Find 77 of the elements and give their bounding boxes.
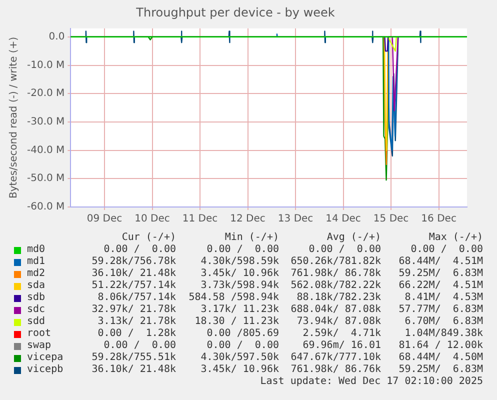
text: 68.44M/ 4.51M [398,256,483,267]
text: 66.22M/ 4.51M [398,280,483,291]
x-tick-label: 10 Dec [134,214,170,225]
text: 18.30 / 11.23k [194,316,279,327]
text: 59.25M/ 6.83M [398,268,483,279]
text: 0.00 / 0.00 [206,340,279,351]
text: 59.28k/755.51k [92,352,176,363]
text: 650.26k/781.82k [290,256,381,267]
legend-label: md2 [27,268,46,279]
text: 36.10k/ 21.48k [92,268,176,279]
y-axis-title: Bytes/second read (-) / write (+) [8,36,20,199]
legend-label: sdc [27,304,46,315]
text: Avg (-/+) [326,232,381,243]
legend-label: vicepb [27,364,64,375]
text: 3.73k/598.94k [200,280,279,291]
legend-label: md0 [27,244,46,255]
text: 3.17k/ 11.23k [200,304,279,315]
text: 647.67k/777.10k [290,352,381,363]
text: 0.00 / 1.28k [98,328,176,339]
text: Min (-/+) [224,232,279,243]
legend-label: md1 [27,256,46,267]
text: Last update: Wed Dec 17 02:10:00 2025 [260,376,483,387]
text: 6.70M/ 6.83M [404,316,483,327]
text: 1.04M/849.38k [404,328,483,339]
x-tick-label: 14 Dec [326,214,361,225]
text: 4.30k/597.50k [200,352,279,363]
legend-label: root [27,328,52,339]
text: 69.96m/ 16.01 [302,340,381,351]
text: 59.28k/756.78k [92,256,176,267]
text: 73.94k/ 87.08k [296,316,381,327]
text: 3.13k/ 21.78k [98,316,176,327]
x-tick-label: 13 Dec [278,214,314,225]
text: 584.58 /598.94k [188,292,279,303]
x-tick-label: 16 Dec [421,214,456,225]
text: 8.41M/ 4.53M [404,292,483,303]
legend-label: sdd [27,316,46,327]
y-tick-label: -50.0 M [26,173,65,184]
text: 57.77M/ 6.83M [398,304,483,315]
text: 8.06k/757.14k [98,292,176,303]
text: 0.00 / 0.00 [308,244,381,255]
text: 68.44M/ 4.50M [398,352,483,363]
text: 59.25M/ 6.83M [398,364,483,375]
chart-title: Throughput per device - by week [135,5,335,20]
text: 562.08k/782.22k [290,280,381,291]
text: 32.97k/ 21.78k [92,304,176,315]
legend-label: sdb [27,292,46,303]
x-tick-label: 11 Dec [182,214,218,225]
text: 0.00 / 0.00 [104,340,176,351]
text: 3.45k/ 10.96k [200,364,279,375]
text: Max (-/+) [428,232,483,243]
y-tick-label: -60.0 M [26,202,65,213]
text: 88.18k/782.23k [296,292,381,303]
legend-label: sda [27,280,46,291]
text: 2.59k/ 4.71k [302,328,381,339]
text: 761.98k/ 86.76k [290,364,381,375]
text: 0.00 /805.69 [206,328,279,339]
y-tick-label: -40.0 M [26,144,65,156]
x-tick-label: 09 Dec [86,214,122,225]
y-tick-label: -30.0 M [26,116,65,128]
legend-label: vicepa [27,352,64,363]
text: 761.98k/ 86.78k [290,268,381,279]
y-tick-label: -10.0 M [26,60,65,71]
text: 3.45k/ 10.96k [200,268,279,279]
text: 51.22k/757.14k [92,280,176,291]
text: 4.30k/598.59k [200,256,279,267]
x-tick-label: 15 Dec [373,214,409,225]
text: 81.64 / 12.00k [398,340,483,351]
legend-label: swap [27,340,52,351]
text: 688.04k/ 87.08k [290,304,381,315]
text: 0.00 / 0.00 [206,244,279,255]
y-tick-label: -20.0 M [26,88,65,100]
text: 36.10k/ 21.48k [92,364,176,375]
text: 0.00 / 0.00 [410,244,483,255]
text: 0.00 / 0.00 [104,244,176,255]
y-tick-label: 0.0 [48,32,65,42]
text: Cur (-/+) [122,232,176,243]
x-tick-label: 12 Dec [230,214,266,225]
